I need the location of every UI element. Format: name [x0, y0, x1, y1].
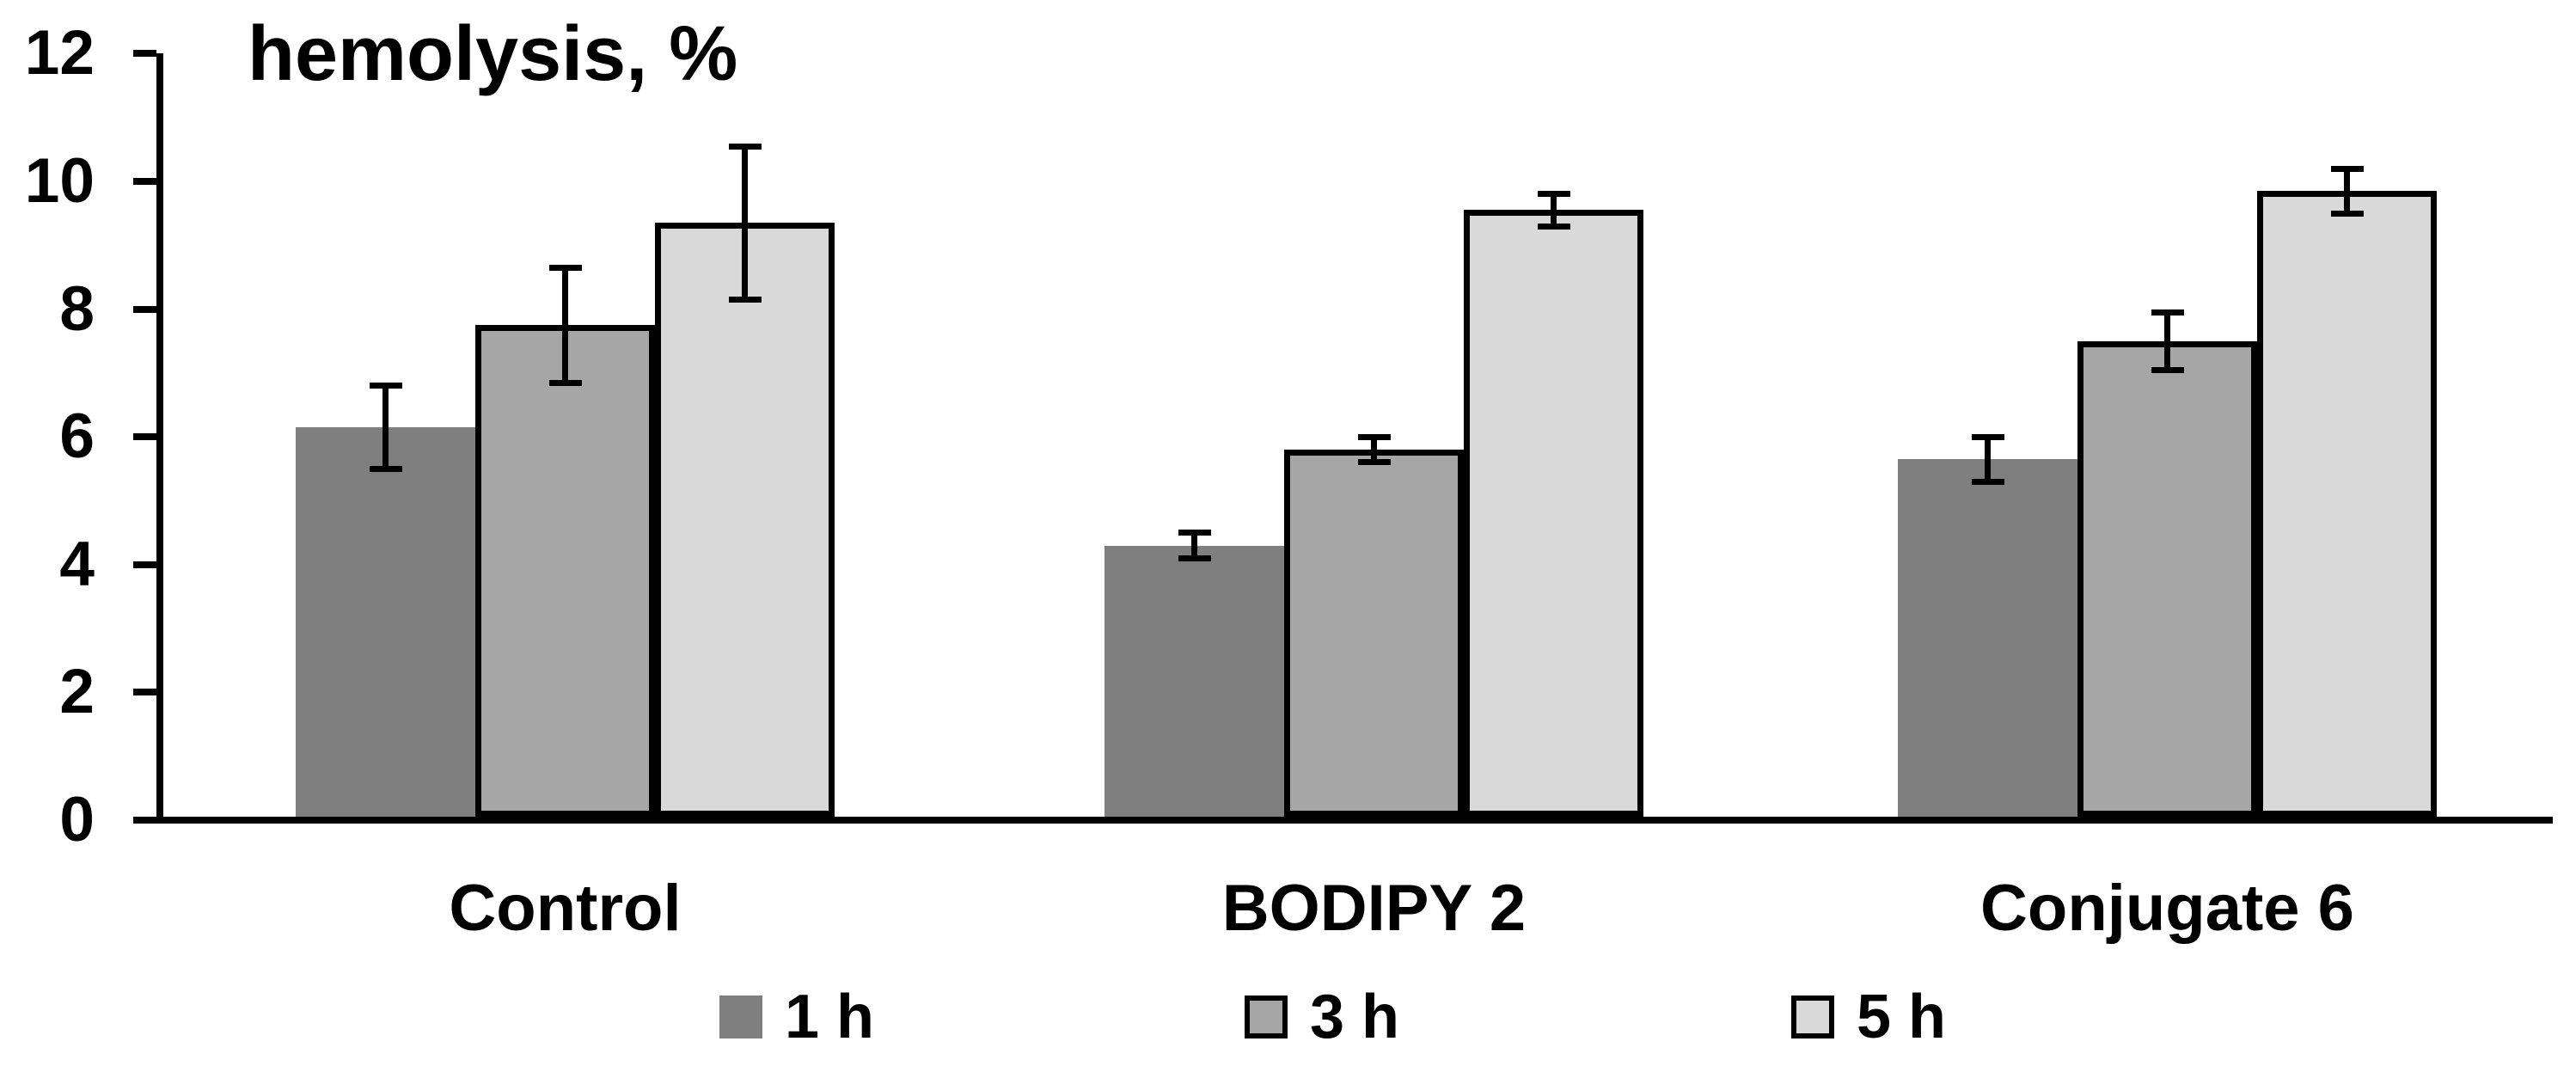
bar-control-3-h — [475, 325, 655, 817]
bar-control-1-h — [296, 427, 475, 817]
error-bar-cap — [728, 296, 762, 303]
legend-swatch-5-h — [1791, 996, 1834, 1038]
y-tick-mark — [133, 433, 156, 441]
error-bar-stem — [382, 385, 389, 469]
error-bar-cap — [369, 383, 402, 389]
y-tick-label: 0 — [59, 785, 95, 855]
error-bar-stem — [1371, 437, 1377, 463]
legend-item-3-h: 3 h — [1245, 980, 1399, 1054]
legend-label: 1 h — [785, 983, 875, 1051]
error-bar-cap — [2330, 210, 2364, 217]
category-label-control: Control — [449, 872, 682, 945]
y-tick-label: 10 — [24, 146, 95, 216]
y-axis-line — [156, 53, 163, 824]
y-tick-label: 2 — [59, 657, 95, 727]
y-tick-label: 12 — [24, 18, 95, 89]
error-bar-stem — [562, 267, 568, 383]
category-label-bodipy-2: BODIPY 2 — [1221, 872, 1527, 945]
error-bar-stem — [742, 146, 748, 300]
error-bar-cap — [1537, 223, 1570, 230]
y-tick-label: 8 — [59, 273, 95, 344]
error-bar-stem — [1985, 437, 1991, 482]
y-tick-label: 6 — [59, 401, 95, 472]
legend-item-1-h: 1 h — [719, 980, 874, 1054]
legend-label: 3 h — [1310, 983, 1400, 1051]
error-bar-cap — [2330, 165, 2364, 172]
error-bar-cap — [2151, 366, 2184, 373]
bar-conjugate-6-5-h — [2257, 191, 2437, 817]
bar-bodipy-2-1-h — [1104, 545, 1284, 817]
y-tick-label: 4 — [59, 529, 95, 599]
error-bar-cap — [548, 379, 582, 386]
y-tick-mark — [133, 305, 156, 313]
error-bar-cap — [1357, 433, 1391, 440]
error-bar-stem — [1191, 532, 1197, 559]
error-bar-stem — [2164, 312, 2170, 371]
error-bar-stem — [1551, 193, 1557, 226]
legend-swatch-3-h — [1245, 996, 1288, 1038]
error-bar-cap — [1971, 433, 2004, 440]
category-label-conjugate-6: Conjugate 6 — [1980, 872, 2354, 945]
error-bar-cap — [548, 264, 582, 271]
y-tick-mark — [133, 50, 156, 58]
y-tick-mark — [133, 178, 156, 185]
bar-conjugate-6-3-h — [2077, 340, 2257, 817]
legend-swatch-1-h — [719, 996, 762, 1038]
error-bar-cap — [1537, 191, 1570, 198]
error-bar-cap — [1178, 530, 1211, 536]
error-bar-cap — [2151, 309, 2184, 316]
error-bar-cap — [1178, 554, 1211, 561]
error-bar-cap — [369, 465, 402, 472]
legend-label: 5 h — [1857, 983, 1947, 1051]
bar-bodipy-2-5-h — [1464, 210, 1643, 817]
y-tick-mark — [133, 689, 156, 696]
error-bar-cap — [728, 143, 762, 150]
error-bar-cap — [1357, 459, 1391, 466]
error-bar-stem — [2344, 168, 2350, 214]
error-bar-cap — [1971, 478, 2004, 485]
bar-bodipy-2-3-h — [1284, 450, 1464, 817]
y-tick-mark — [133, 817, 156, 824]
x-axis-line — [156, 817, 2553, 824]
bar-control-5-h — [655, 223, 835, 817]
legend-item-5-h: 5 h — [1791, 980, 1946, 1054]
y-tick-mark — [133, 561, 156, 568]
chart-title: hemolysis, % — [248, 11, 738, 97]
bar-conjugate-6-1-h — [1898, 459, 2077, 817]
